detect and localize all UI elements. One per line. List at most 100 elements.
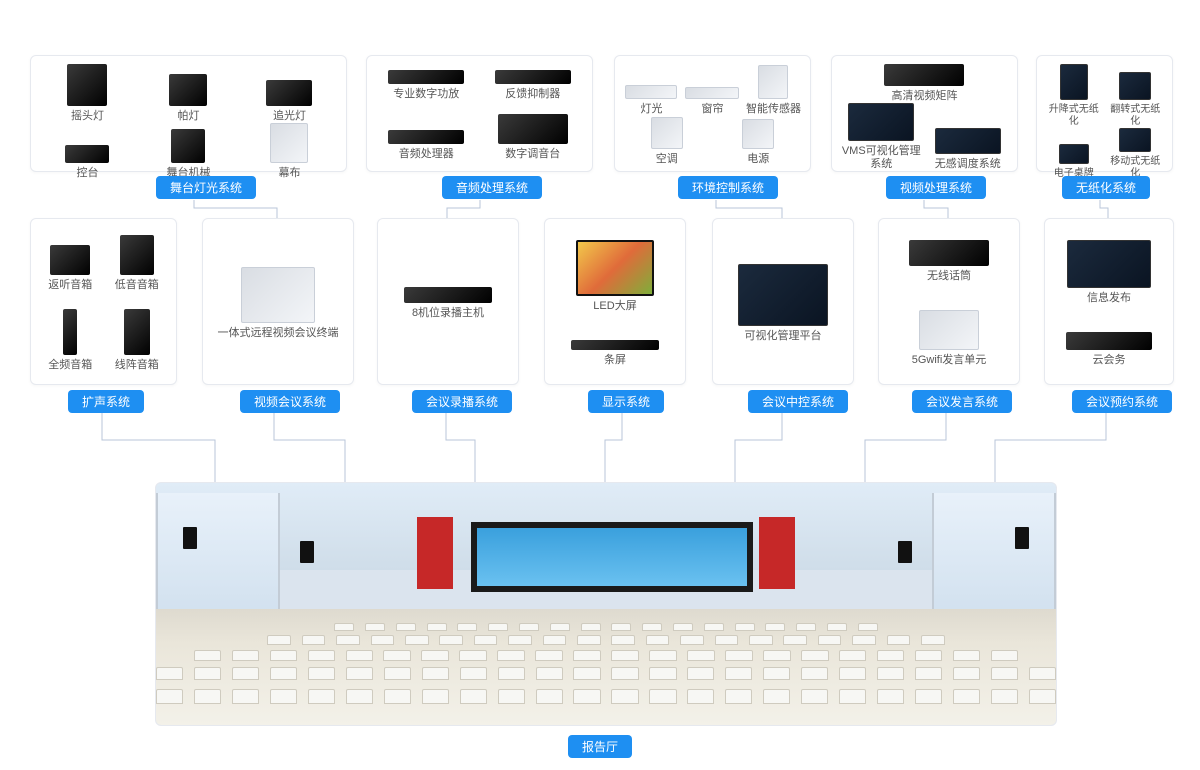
system-card-display: LED大屏条屏: [544, 218, 686, 385]
system-tag-rec: 会议录播系统: [412, 390, 512, 413]
equipment-label: 条屏: [604, 354, 626, 367]
equipment-label: 全频音箱: [48, 359, 92, 372]
equipment-thumb: [848, 103, 914, 141]
equipment-label: VMS可视化管理系统: [840, 145, 923, 171]
equipment-label: 升降式无纸化: [1044, 104, 1103, 128]
equipment-item: 电子桌牌: [1044, 128, 1103, 180]
equipment-label: 5Gwifi发言单元: [912, 354, 987, 367]
equipment-item: 空调: [637, 117, 696, 166]
equipment-label: 翻转式无纸化: [1106, 104, 1165, 128]
equipment-thumb: [1119, 72, 1151, 100]
hall-window-left: [156, 493, 280, 613]
equipment-thumb: [63, 309, 77, 355]
equipment-label: 窗帘: [701, 103, 723, 116]
equipment-label: 线阵音箱: [115, 359, 159, 372]
seat-row: [156, 667, 1056, 680]
hall-speaker: [300, 541, 314, 563]
system-tag-video-proc: 视频处理系统: [886, 176, 986, 199]
equipment-thumb: [738, 264, 828, 326]
equipment-item: 全频音箱: [38, 309, 102, 372]
equipment-thumb: [651, 117, 683, 149]
equipment-thumb: [120, 235, 154, 275]
system-tag-env-ctrl: 环境控制系统: [678, 176, 778, 199]
equipment-thumb: [266, 80, 312, 106]
equipment-thumb: [919, 310, 979, 350]
equipment-label: 云会务: [1092, 354, 1125, 367]
system-tag-pa: 扩声系统: [68, 390, 144, 413]
equipment-item: 幕布: [241, 123, 338, 180]
system-tag-audio-proc: 音频处理系统: [442, 176, 542, 199]
equipment-label: 摇头灯: [71, 110, 104, 123]
seat-row: [156, 689, 1056, 704]
auditorium-rendering: [155, 482, 1057, 726]
equipment-thumb: [1119, 128, 1151, 152]
system-card-video-conf: 一体式远程视频会议终端: [202, 218, 354, 385]
hall-speaker: [898, 541, 912, 563]
system-tag-paperless: 无纸化系统: [1062, 176, 1150, 199]
equipment-label: 帕灯: [177, 110, 199, 123]
equipment-item: 信息发布: [1053, 240, 1164, 305]
equipment-label: 返听音箱: [48, 279, 92, 292]
equipment-thumb: [571, 340, 659, 350]
equipment-label: 8机位录播主机: [412, 307, 484, 320]
equipment-thumb: [935, 128, 1001, 154]
system-tag-central: 会议中控系统: [748, 390, 848, 413]
equipment-thumb: [65, 145, 109, 163]
equipment-item: 8机位录播主机: [387, 287, 510, 320]
hall-curtain-right: [759, 517, 795, 590]
equipment-thumb: [495, 70, 571, 84]
equipment-thumb: [50, 245, 90, 275]
equipment-item: 反馈抑制器: [482, 70, 584, 101]
equipment-item: 翻转式无纸化: [1106, 64, 1165, 128]
equipment-thumb: [1059, 144, 1089, 164]
equipment-item: 专业数字功放: [375, 70, 477, 101]
equipment-label: 可视化管理平台: [745, 330, 822, 343]
equipment-item: VMS可视化管理系统: [840, 103, 923, 171]
system-tag-video-conf: 视频会议系统: [240, 390, 340, 413]
system-card-pa: 返听音箱 低音音箱全频音箱 线阵音箱: [30, 218, 177, 385]
equipment-label: 智能传感器: [746, 103, 801, 116]
equipment-label: 幕布: [278, 167, 300, 180]
equipment-thumb: [171, 129, 205, 163]
hall-speaker: [1015, 527, 1029, 549]
equipment-label: 数字调音台: [505, 148, 560, 161]
system-card-audio-proc: 专业数字功放反馈抑制器音频处理器数字调音台: [366, 55, 593, 172]
equipment-label: 无感调度系统: [935, 158, 1001, 171]
equipment-item: 云会务: [1053, 332, 1164, 367]
equipment-thumb: [884, 64, 964, 86]
equipment-item: 控台: [39, 123, 136, 180]
equipment-label: 低音音箱: [115, 279, 159, 292]
equipment-thumb: [124, 309, 150, 355]
equipment-item: 返听音箱: [38, 235, 102, 292]
equipment-thumb: [241, 267, 315, 323]
seat-row: [156, 650, 1056, 661]
equipment-label: 反馈抑制器: [505, 88, 560, 101]
equipment-item: 帕灯: [140, 64, 237, 123]
system-card-rec: 8机位录播主机: [377, 218, 519, 385]
equipment-thumb: [270, 123, 308, 163]
equipment-thumb: [404, 287, 492, 303]
system-card-paperless: 升降式无纸化翻转式无纸化电子桌牌移动式无纸化: [1036, 55, 1173, 172]
equipment-item: 舞台机械: [140, 123, 237, 180]
hall-speaker: [183, 527, 197, 549]
equipment-item: 低音音箱: [105, 235, 169, 292]
system-tag-display: 显示系统: [588, 390, 664, 413]
equipment-label: 空调: [656, 153, 678, 166]
equipment-thumb: [388, 130, 464, 144]
equipment-item: 无线话筒: [888, 240, 1011, 283]
equipment-item: 追光灯: [241, 64, 338, 123]
equipment-thumb: [758, 65, 788, 99]
system-card-central: 可视化管理平台: [712, 218, 854, 385]
equipment-label: 专业数字功放: [393, 88, 459, 101]
system-tag-speak: 会议发言系统: [912, 390, 1012, 413]
system-tag-stage-lighting: 舞台灯光系统: [156, 176, 256, 199]
equipment-item: 高清视频矩阵: [841, 64, 1007, 103]
equipment-label: 一体式远程视频会议终端: [218, 327, 339, 340]
equipment-item: LED大屏: [554, 240, 677, 313]
equipment-item: 电源: [729, 117, 788, 166]
hall-window-right: [932, 493, 1056, 613]
equipment-label: 无线话筒: [927, 270, 971, 283]
hall-curtain-left: [417, 517, 453, 590]
equipment-item: 窗帘: [683, 65, 742, 116]
equipment-thumb: [1060, 64, 1088, 100]
